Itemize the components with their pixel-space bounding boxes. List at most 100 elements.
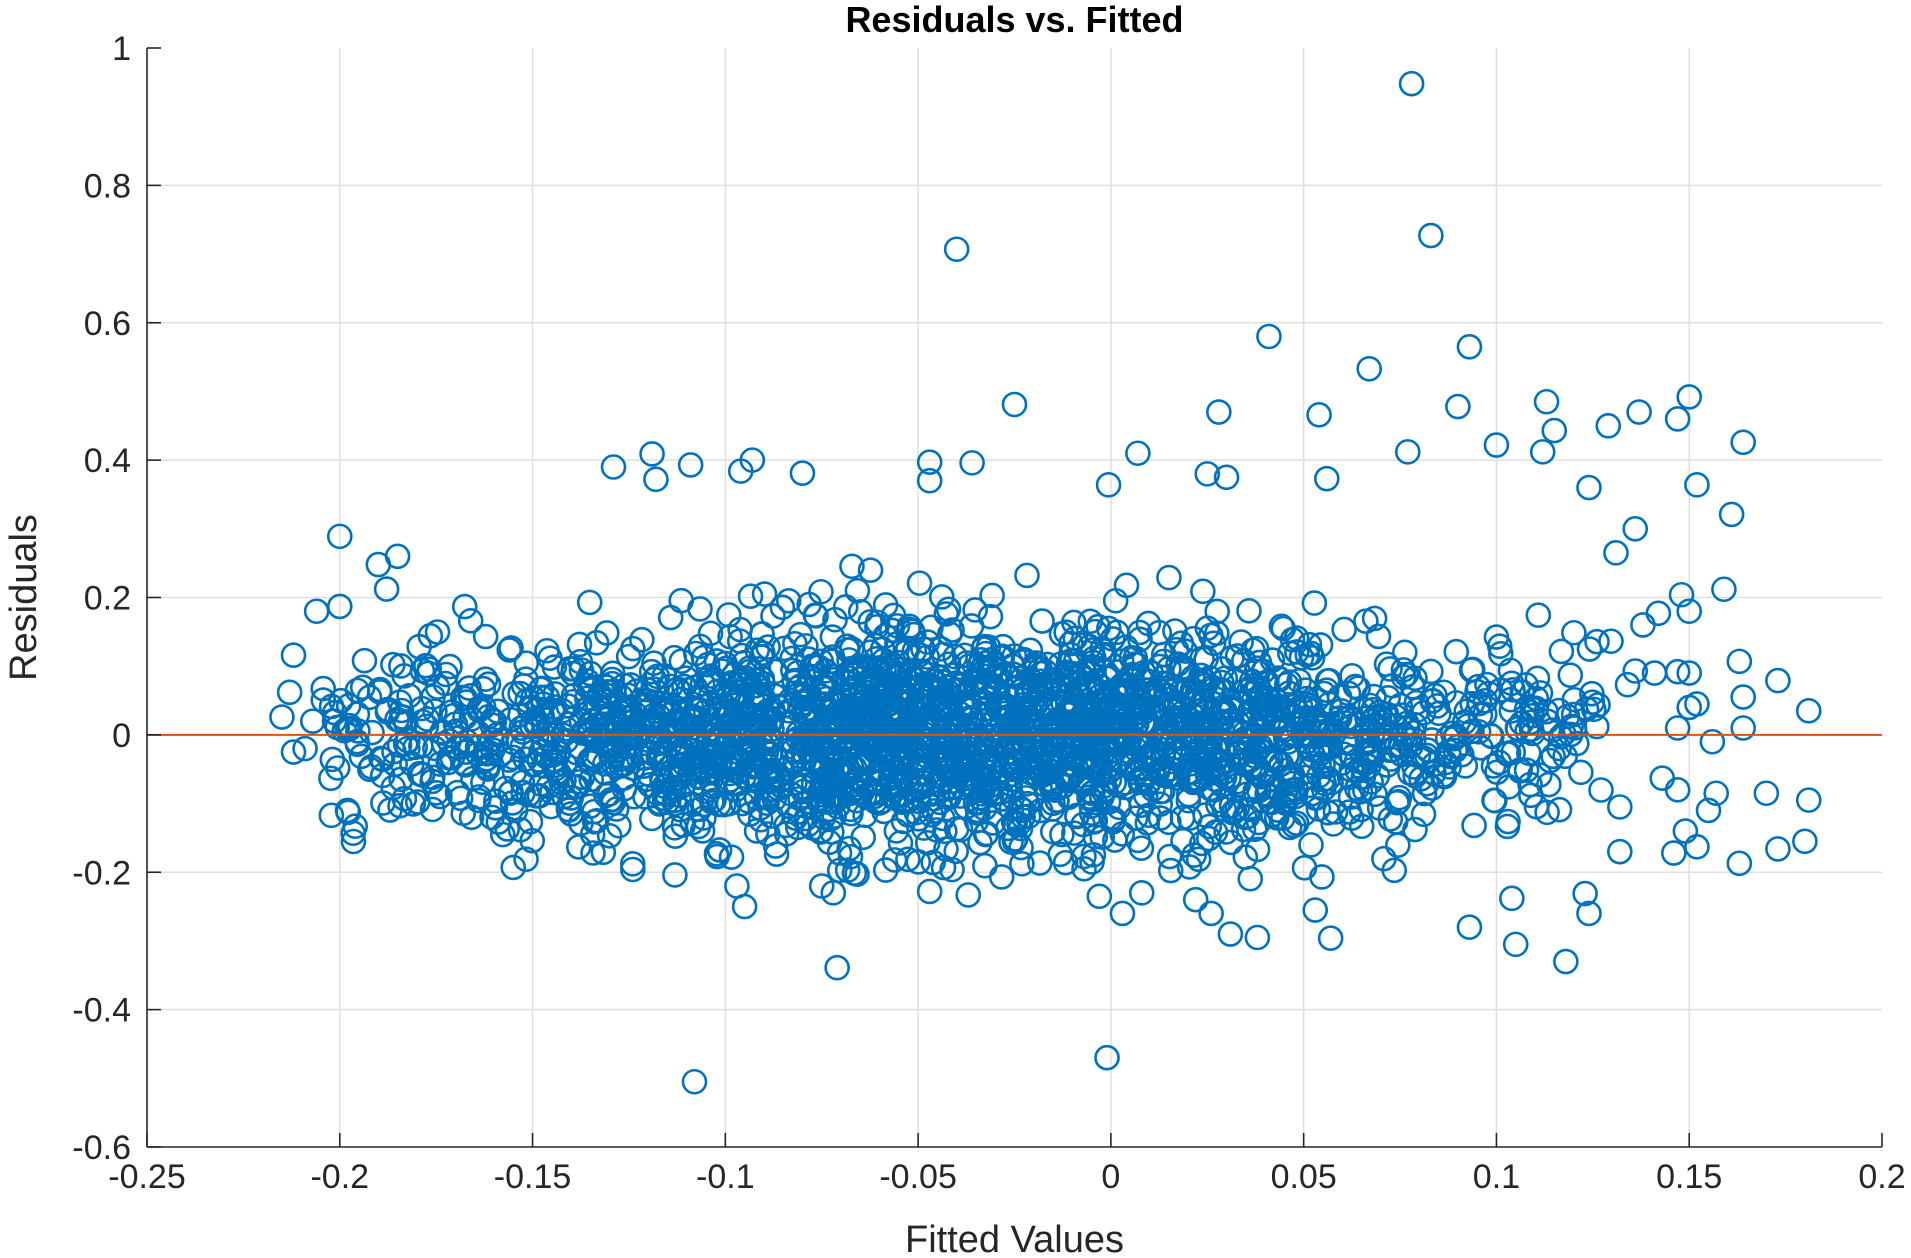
data-point	[931, 725, 957, 751]
data-point	[1456, 914, 1483, 941]
data-point	[762, 683, 788, 709]
data-point	[515, 781, 542, 808]
data-point	[537, 645, 563, 671]
data-point	[1649, 765, 1676, 791]
data-point	[577, 750, 604, 776]
data-point	[1529, 439, 1556, 465]
data-point	[1064, 803, 1090, 830]
data-point	[923, 817, 950, 843]
data-point	[1219, 644, 1245, 671]
data-point	[790, 690, 817, 716]
data-point	[618, 715, 645, 741]
data-point	[1198, 900, 1224, 927]
data-point	[1467, 702, 1494, 728]
data-point	[924, 697, 950, 724]
data-point	[844, 577, 871, 604]
data-point	[775, 588, 802, 614]
data-point	[1189, 746, 1215, 772]
data-point	[1185, 846, 1212, 873]
data-point	[972, 852, 998, 879]
data-point	[1486, 749, 1513, 776]
data-point	[409, 708, 436, 735]
data-point	[1765, 667, 1791, 694]
axes	[146, 47, 1883, 1148]
y-tick-label: 0.2	[84, 580, 131, 618]
data-point	[780, 737, 806, 764]
data-point	[1005, 674, 1032, 700]
data-point	[639, 805, 665, 832]
data-point	[269, 704, 295, 730]
data-point	[733, 665, 759, 692]
data-point	[843, 787, 870, 814]
data-point	[606, 812, 632, 839]
data-point	[1765, 836, 1791, 862]
data-point	[1339, 662, 1365, 689]
data-point	[1151, 731, 1178, 757]
data-point	[1307, 632, 1334, 658]
data-point	[276, 679, 303, 706]
data-point	[979, 582, 1005, 609]
data-point	[1284, 639, 1310, 665]
data-point	[668, 648, 695, 674]
data-point	[907, 693, 934, 720]
data-point	[1002, 811, 1028, 837]
data-point	[422, 735, 448, 762]
data-point	[1308, 715, 1335, 741]
data-point	[723, 679, 750, 705]
data-point	[340, 820, 366, 847]
data-point	[955, 882, 982, 908]
data-point	[1401, 711, 1428, 738]
data-point	[1527, 680, 1554, 706]
data-point	[1614, 671, 1641, 698]
data-point	[1298, 640, 1324, 667]
data-point	[629, 626, 655, 653]
data-point	[1095, 472, 1122, 498]
data-point	[689, 818, 716, 844]
data-point	[1584, 628, 1610, 655]
data-point	[1103, 714, 1129, 741]
data-point	[1418, 658, 1444, 685]
data-point	[1213, 464, 1240, 491]
data-point	[790, 699, 817, 726]
data-point	[1430, 763, 1456, 789]
data-point	[1202, 766, 1229, 793]
data-point	[601, 678, 627, 704]
data-point	[721, 661, 748, 688]
data-point	[1099, 626, 1126, 652]
data-point	[1337, 704, 1363, 731]
data-point	[1291, 855, 1318, 881]
data-point	[906, 570, 933, 596]
data-point	[1303, 785, 1330, 811]
data-point	[789, 460, 816, 486]
data-point	[1128, 835, 1155, 862]
data-point	[1194, 461, 1221, 487]
data-point	[1249, 764, 1275, 790]
y-tick-label: 0.8	[84, 167, 131, 205]
data-point	[837, 843, 864, 870]
data-point	[932, 818, 958, 845]
data-point	[1171, 658, 1198, 684]
data-point	[1498, 698, 1525, 724]
data-point	[1730, 715, 1756, 741]
data-point	[359, 719, 385, 746]
data-point	[540, 741, 567, 768]
data-point	[1159, 673, 1185, 699]
data-point	[451, 593, 478, 620]
data-point	[930, 641, 956, 668]
data-point	[356, 756, 383, 783]
x-tick-label: 0	[1101, 1158, 1120, 1196]
data-point	[513, 666, 539, 693]
data-point	[436, 745, 462, 771]
data-point	[975, 767, 1001, 793]
x-tick-label: -0.05	[879, 1158, 957, 1196]
data-point	[326, 523, 353, 550]
data-point	[391, 663, 417, 689]
data-point	[600, 454, 627, 480]
data-point	[1302, 897, 1329, 923]
data-point	[1009, 850, 1035, 877]
data-point	[901, 638, 928, 664]
data-point	[1533, 388, 1560, 415]
data-point	[1495, 774, 1522, 800]
data-point	[1541, 417, 1568, 444]
data-point	[1193, 646, 1219, 672]
